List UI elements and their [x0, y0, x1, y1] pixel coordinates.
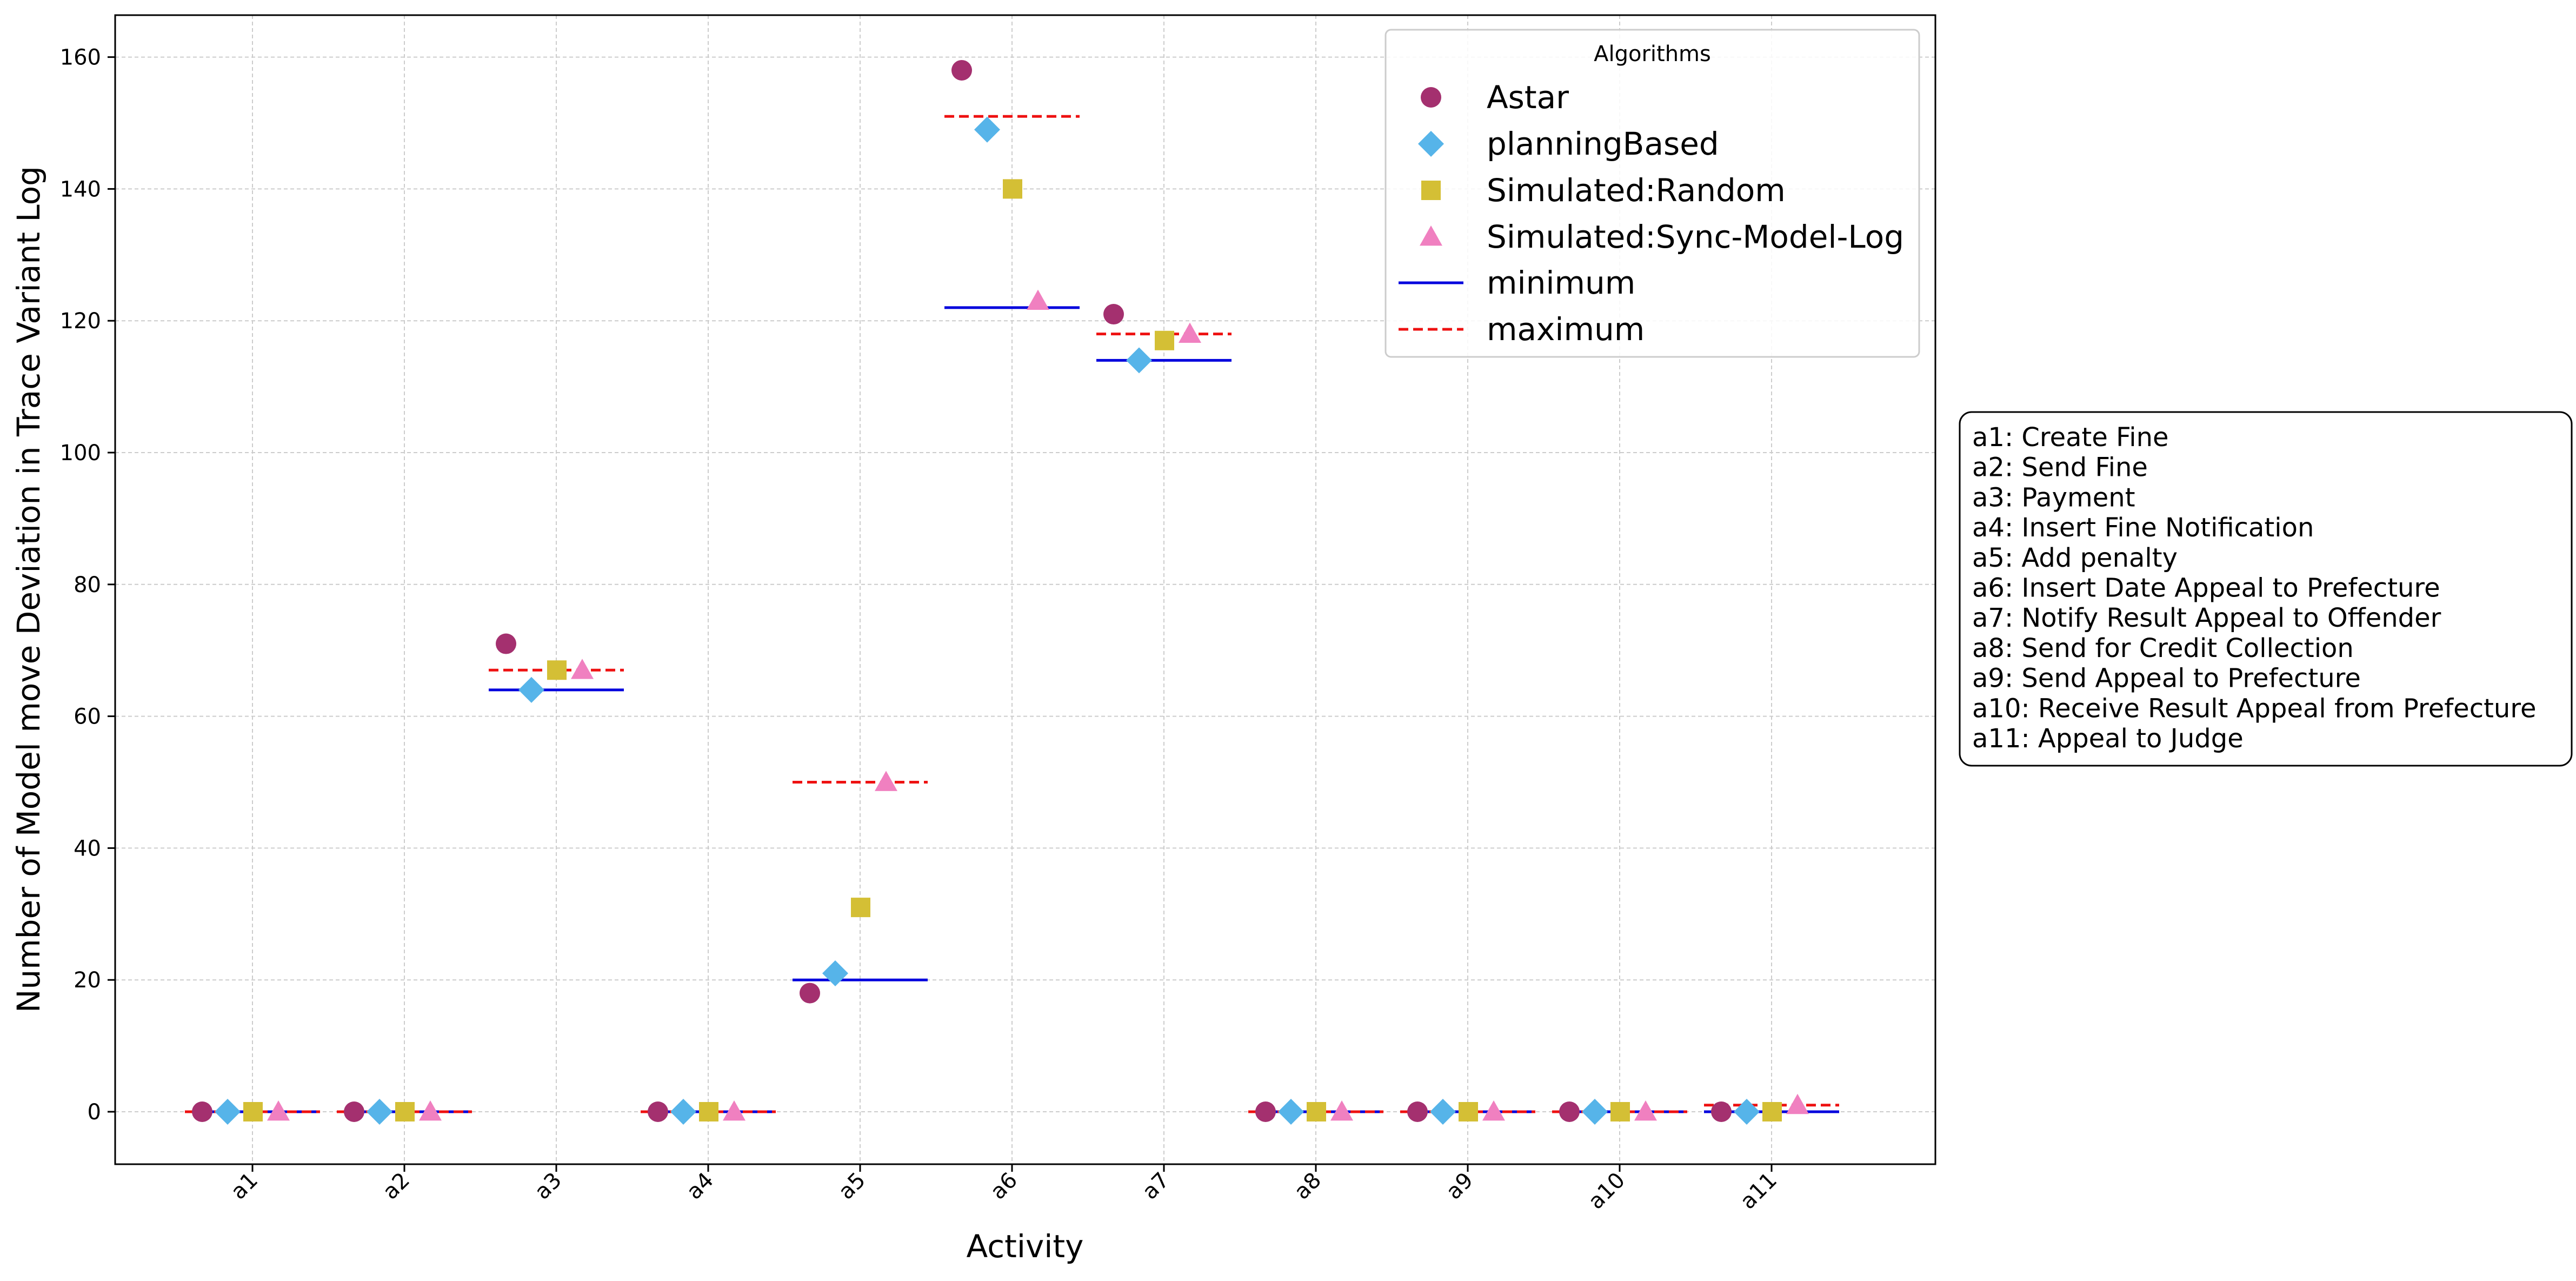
activity-key-item: a9: Send Appeal to Prefecture	[1972, 663, 2361, 694]
data-point-square	[243, 1102, 263, 1121]
legend-marker-diamond	[1418, 131, 1444, 157]
data-point-diamond	[215, 1099, 241, 1125]
legend-entry-label: Astar	[1487, 79, 1569, 116]
data-point-circle	[192, 1101, 212, 1122]
y-tick-label: 20	[74, 968, 101, 993]
data-point-diamond	[1734, 1099, 1760, 1125]
data-point-triangle	[875, 771, 897, 791]
data-point-triangle	[1179, 322, 1201, 343]
legend-box	[1384, 29, 1920, 358]
data-point-triangle	[1634, 1100, 1657, 1121]
data-point-triangle	[571, 659, 594, 679]
activity-key-item: a4: Insert Fine Notification	[1972, 513, 2314, 543]
y-tick-label: 0	[88, 1100, 101, 1125]
data-point-square	[851, 898, 870, 918]
y-tick-label: 60	[74, 705, 101, 729]
data-point-square	[1003, 179, 1022, 199]
activity-key-item: a7: Notify Result Appeal to Offender	[1972, 603, 2441, 633]
data-point-diamond	[822, 960, 848, 987]
data-point-diamond	[670, 1099, 696, 1125]
data-point-triangle	[1786, 1093, 1809, 1114]
data-point-triangle	[1330, 1100, 1353, 1121]
data-point-triangle	[723, 1100, 745, 1121]
data-markers	[192, 59, 1809, 1125]
data-point-circle	[1255, 1101, 1276, 1122]
legend-entry-label: Simulated:Sync-Model-Log	[1487, 218, 1904, 255]
data-point-square	[1307, 1102, 1326, 1121]
activity-key-item: a5: Add penalty	[1972, 543, 2178, 573]
legend-entry-label: minimum	[1487, 264, 1635, 301]
data-point-triangle	[1482, 1100, 1505, 1121]
data-point-triangle	[1027, 289, 1049, 310]
plot-area-frame	[114, 14, 1936, 1165]
data-point-square	[1762, 1102, 1782, 1121]
data-point-circle	[1711, 1101, 1732, 1122]
x-axis-label: Activity	[967, 1228, 1084, 1265]
activity-key-item: a3: Payment	[1972, 482, 2135, 513]
data-point-diamond	[1278, 1099, 1304, 1125]
legend-title: Algorithms	[1594, 42, 1711, 67]
legend-marker-circle	[1421, 87, 1441, 108]
y-tick-label: 100	[60, 441, 101, 466]
data-point-circle	[496, 633, 516, 654]
activity-key-item: a11: Appeal to Judge	[1972, 724, 2244, 754]
data-point-diamond	[518, 676, 544, 703]
activity-key-frame	[1959, 411, 2573, 767]
legend: Algorithms Astar planningBased Simulated:Ra…	[1384, 29, 1920, 358]
data-point-diamond	[1430, 1099, 1456, 1125]
data-point-circle	[800, 983, 820, 1004]
data-point-diamond	[1126, 347, 1152, 374]
y-tick-label: 40	[74, 836, 101, 861]
legend-marker-triangle	[1420, 225, 1442, 246]
data-point-circle	[648, 1101, 668, 1122]
data-point-triangle	[419, 1100, 442, 1121]
y-axis-label: Number of Model move Deviation in Trace …	[10, 166, 47, 1013]
data-point-square	[1155, 330, 1174, 350]
grid	[115, 15, 1935, 1164]
data-point-square	[1610, 1102, 1630, 1121]
activity-key-item: a6: Insert Date Appeal to Prefecture	[1972, 573, 2440, 603]
data-point-circle	[1103, 304, 1124, 325]
legend-entry-label: maximum	[1487, 311, 1645, 348]
data-point-triangle	[267, 1100, 290, 1121]
data-point-circle	[1559, 1101, 1580, 1122]
data-point-square	[547, 660, 567, 680]
data-point-square	[395, 1102, 415, 1121]
activity-key-item: a10: Receive Result Appeal from Prefectu…	[1972, 693, 2537, 724]
activity-key-item: a1: Create Fine	[1972, 422, 2169, 453]
y-tick-label: 120	[60, 309, 101, 334]
legend-marker-square	[1421, 181, 1441, 200]
data-point-square	[699, 1102, 718, 1121]
data-point-square	[1459, 1102, 1478, 1121]
y-tick-label: 160	[60, 45, 101, 70]
y-tick-label: 140	[60, 177, 101, 202]
data-point-circle	[344, 1101, 364, 1122]
y-tick-label: 80	[74, 573, 101, 598]
data-point-diamond	[974, 116, 1000, 143]
activity-key-item: a8: Send for Credit Collection	[1972, 633, 2354, 663]
data-point-diamond	[367, 1099, 392, 1125]
activity-key-item: a2: Send Fine	[1972, 453, 2148, 483]
data-point-diamond	[1582, 1099, 1608, 1125]
data-point-circle	[951, 59, 972, 81]
data-point-circle	[1407, 1101, 1428, 1122]
legend-entry-label: planningBased	[1487, 125, 1719, 162]
legend-entry-label: Simulated:Random	[1487, 172, 1786, 209]
